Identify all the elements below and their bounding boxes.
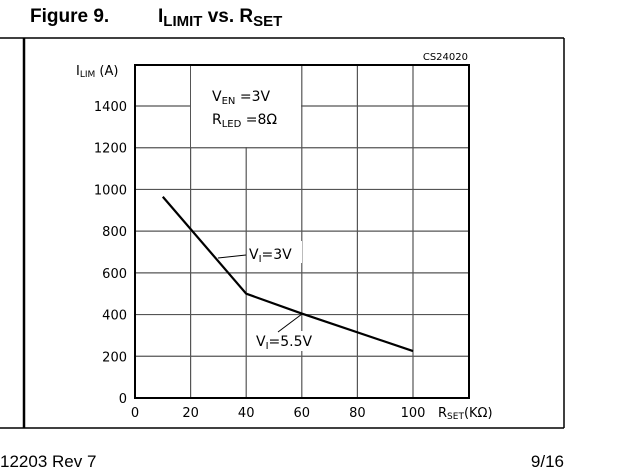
x-axis-label: RSET(KΩ) xyxy=(438,406,493,422)
plot-area xyxy=(134,64,470,399)
svg-text:80: 80 xyxy=(349,406,366,421)
svg-text:0: 0 xyxy=(119,392,127,407)
svg-text:400: 400 xyxy=(102,309,127,324)
svg-text:600: 600 xyxy=(102,267,127,282)
figure-frame xyxy=(0,37,565,429)
annotation-vi-3v: VI=3V xyxy=(249,247,292,265)
svg-text:1000: 1000 xyxy=(94,183,127,198)
svg-text:100: 100 xyxy=(401,406,426,421)
figure-code: CS24020 xyxy=(423,52,468,63)
figure-title: Figure 9. ILIMIT vs. RSET xyxy=(30,6,283,30)
svg-text:60: 60 xyxy=(294,406,311,421)
svg-text:0: 0 xyxy=(131,406,139,421)
document-revision: 12203 Rev 7 xyxy=(0,452,97,471)
svg-text:200: 200 xyxy=(102,350,127,365)
leader-line-5v5 xyxy=(277,313,303,333)
annotation-vi-5v5: VI=5.5V xyxy=(256,334,313,352)
series-line xyxy=(161,196,414,353)
y-axis-label: ILIM (A) xyxy=(76,64,118,80)
svg-text:800: 800 xyxy=(102,225,127,240)
leader-line-3v xyxy=(217,254,247,259)
svg-text:1400: 1400 xyxy=(94,100,127,115)
conditions-box xyxy=(191,66,301,147)
figure-number: Figure 9. xyxy=(30,6,110,27)
x-axis-ticks: 0 20 40 60 80 100 xyxy=(131,406,426,421)
svg-text:20: 20 xyxy=(182,406,199,421)
condition-ven: VEN =3V xyxy=(212,89,270,107)
page-number: 9/16 xyxy=(530,452,564,471)
svg-text:40: 40 xyxy=(238,406,255,421)
svg-text:1200: 1200 xyxy=(94,142,127,157)
y-axis-ticks: 0 200 400 600 800 1000 1200 1400 xyxy=(94,100,127,407)
